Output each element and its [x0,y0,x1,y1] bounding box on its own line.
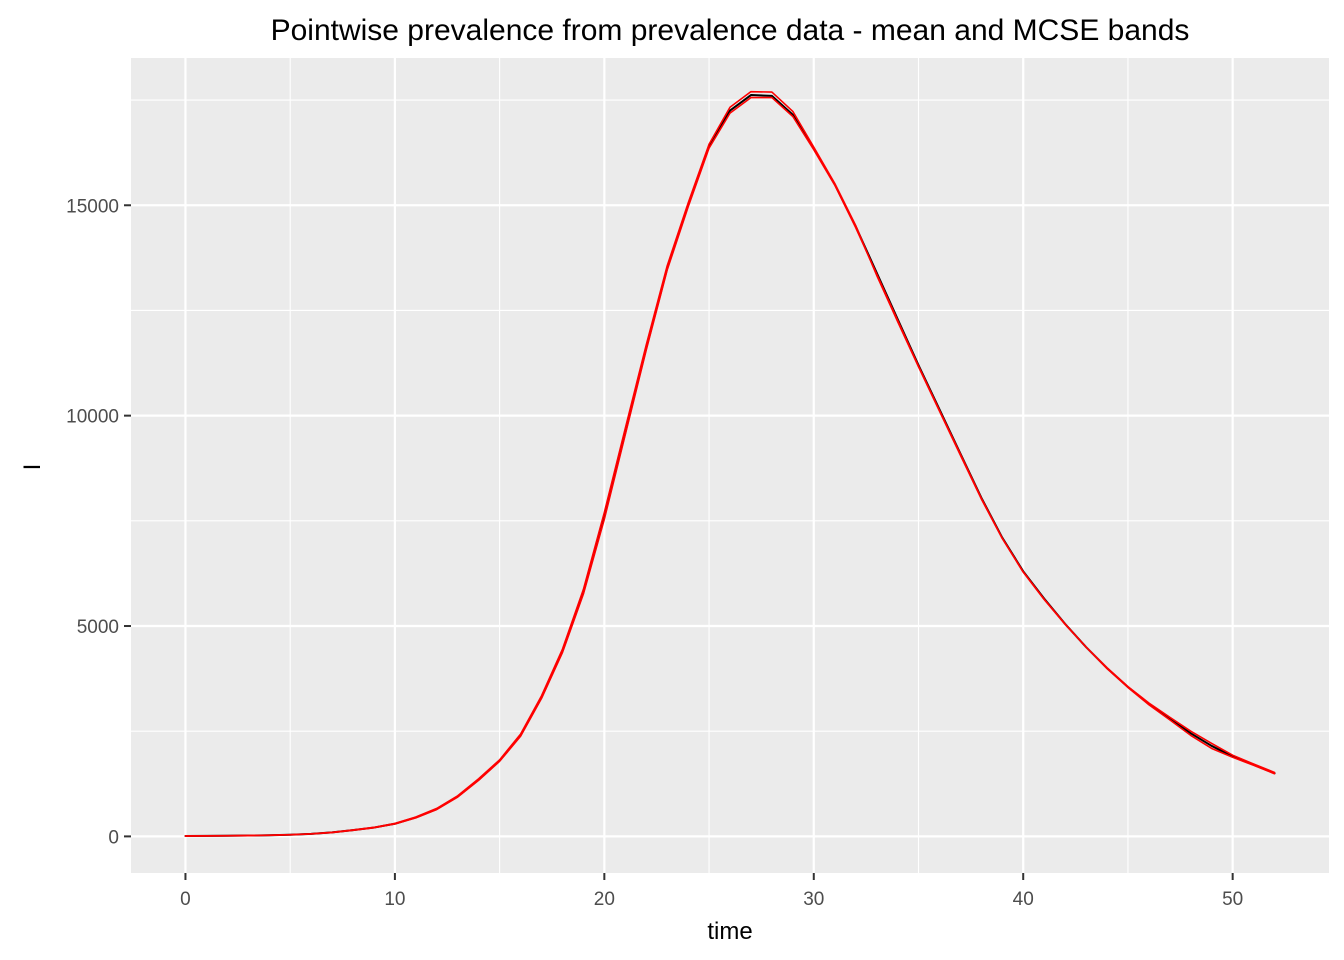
y-tick-label: 15000 [66,196,119,217]
series-lines [184,90,1276,837]
x-tick-label: 30 [803,889,824,910]
chart-title: Pointwise prevalence from prevalence dat… [271,14,1190,47]
x-tick-label: 10 [384,889,405,910]
y-tick-label: 5000 [77,617,119,638]
x-tick-label: 0 [180,889,191,910]
x-tick-label: 40 [1013,889,1034,910]
plot-panel [131,58,1329,873]
y-tick-label: 0 [108,827,119,848]
series-line-lower [184,96,1276,837]
x-tick-label: 50 [1222,889,1243,910]
x-tick-label: 20 [594,889,615,910]
y-tick-label: 10000 [66,407,119,428]
y-axis-title: I [19,464,46,471]
x-axis-title: time [707,918,752,945]
axis-ticks: 0 10 20 30 40 50 0 5000 10000 15000 [66,196,1243,910]
grid-lines [131,58,1329,873]
